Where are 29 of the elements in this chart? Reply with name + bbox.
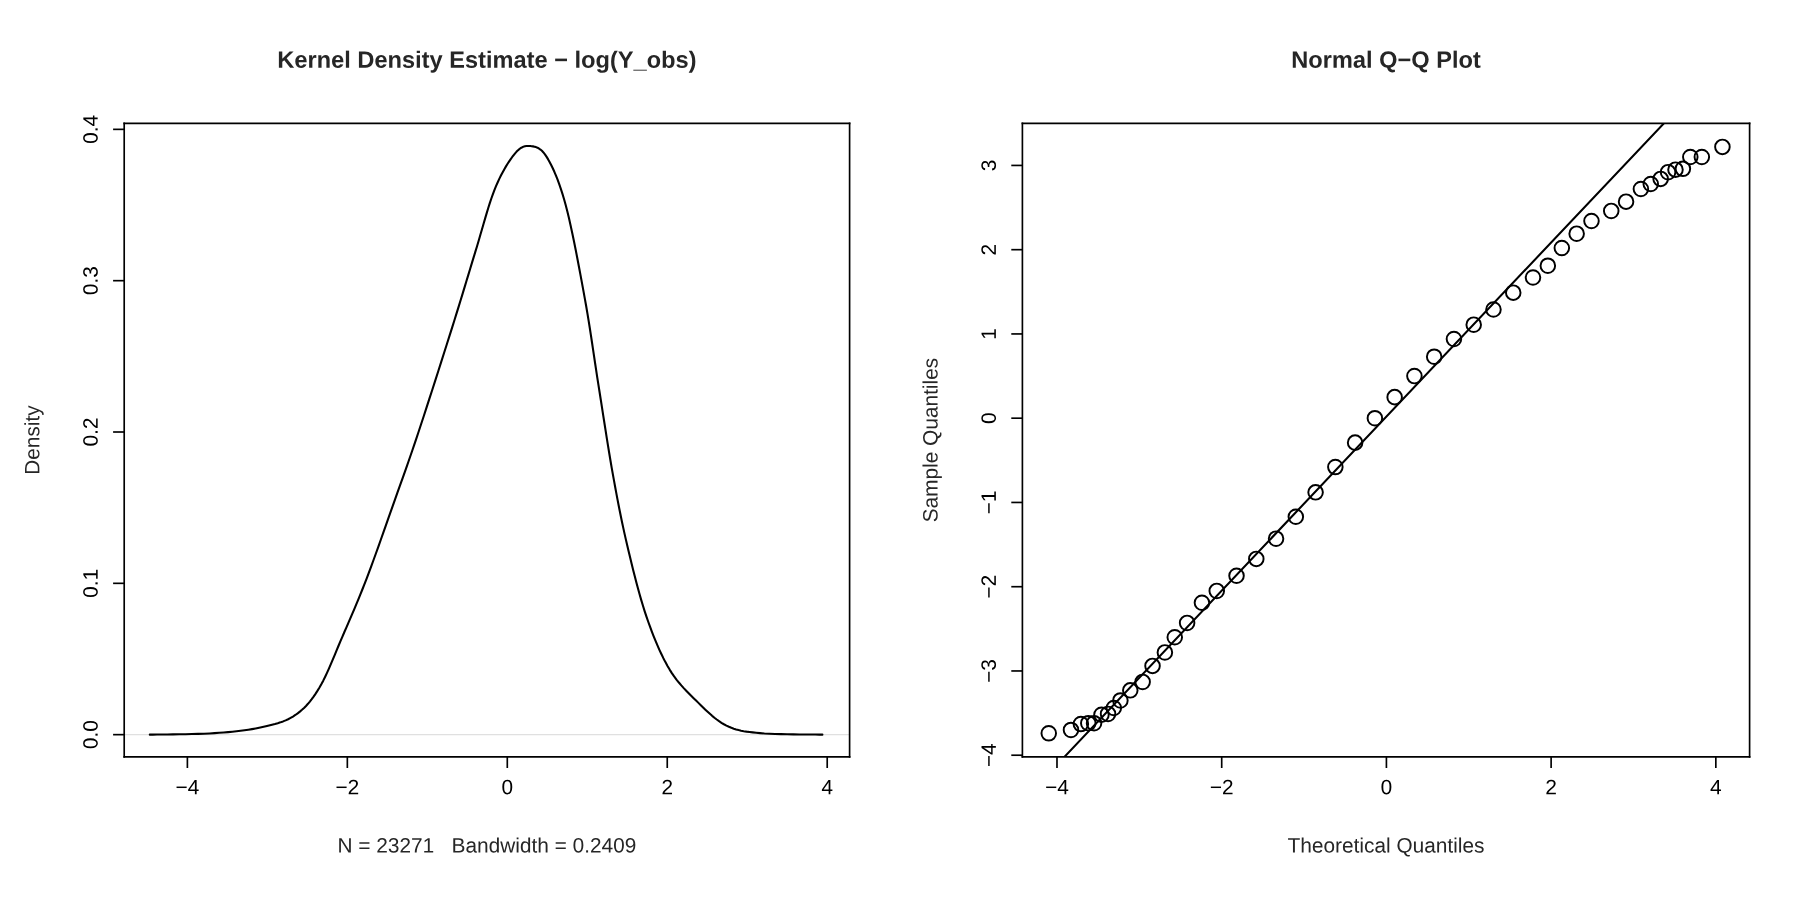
y-tick-label: 2 (981, 244, 996, 255)
y-tick-label: 0.0 (83, 720, 98, 749)
x-tick-label: 2 (1546, 779, 1556, 795)
x-tick-label: 0 (1381, 779, 1392, 795)
x-tick-label: 4 (1710, 779, 1722, 795)
y-tick-label: −3 (981, 660, 997, 682)
x-tick-label: 4 (821, 779, 833, 795)
chart-title: Kernel Density Estimate − log(Y_obs) (278, 50, 696, 73)
y-tick-label: 0.4 (83, 115, 98, 144)
x-axis-title: Theoretical Quantiles (1288, 837, 1484, 857)
y-tick-label: 0 (981, 413, 997, 424)
y-tick-label: 0.1 (83, 569, 98, 597)
chart-title: Normal Q−Q Plot (1292, 50, 1481, 73)
y-tick-label: 0.3 (83, 267, 98, 295)
y-tick-label: 0.2 (83, 418, 98, 446)
y-tick-label: 3 (981, 160, 997, 171)
x-tick-label: −2 (1210, 779, 1233, 795)
x-tick-label: 2 (662, 779, 672, 795)
y-tick-label: −4 (981, 743, 996, 767)
y-tick-label: −2 (981, 575, 996, 598)
x-tick-label: −4 (1046, 779, 1069, 795)
y-axis-title: Density (24, 405, 44, 474)
x-tick-label: −2 (336, 779, 359, 795)
x-tick-label: 0 (502, 779, 513, 795)
x-axis-title: N = 23271 Bandwidth = 0.2409 (339, 837, 636, 853)
y-tick-label: −1 (981, 491, 996, 514)
y-axis-title: Sample Quantiles (922, 358, 942, 522)
x-tick-label: −4 (176, 779, 199, 795)
y-tick-label: 1 (981, 329, 996, 339)
